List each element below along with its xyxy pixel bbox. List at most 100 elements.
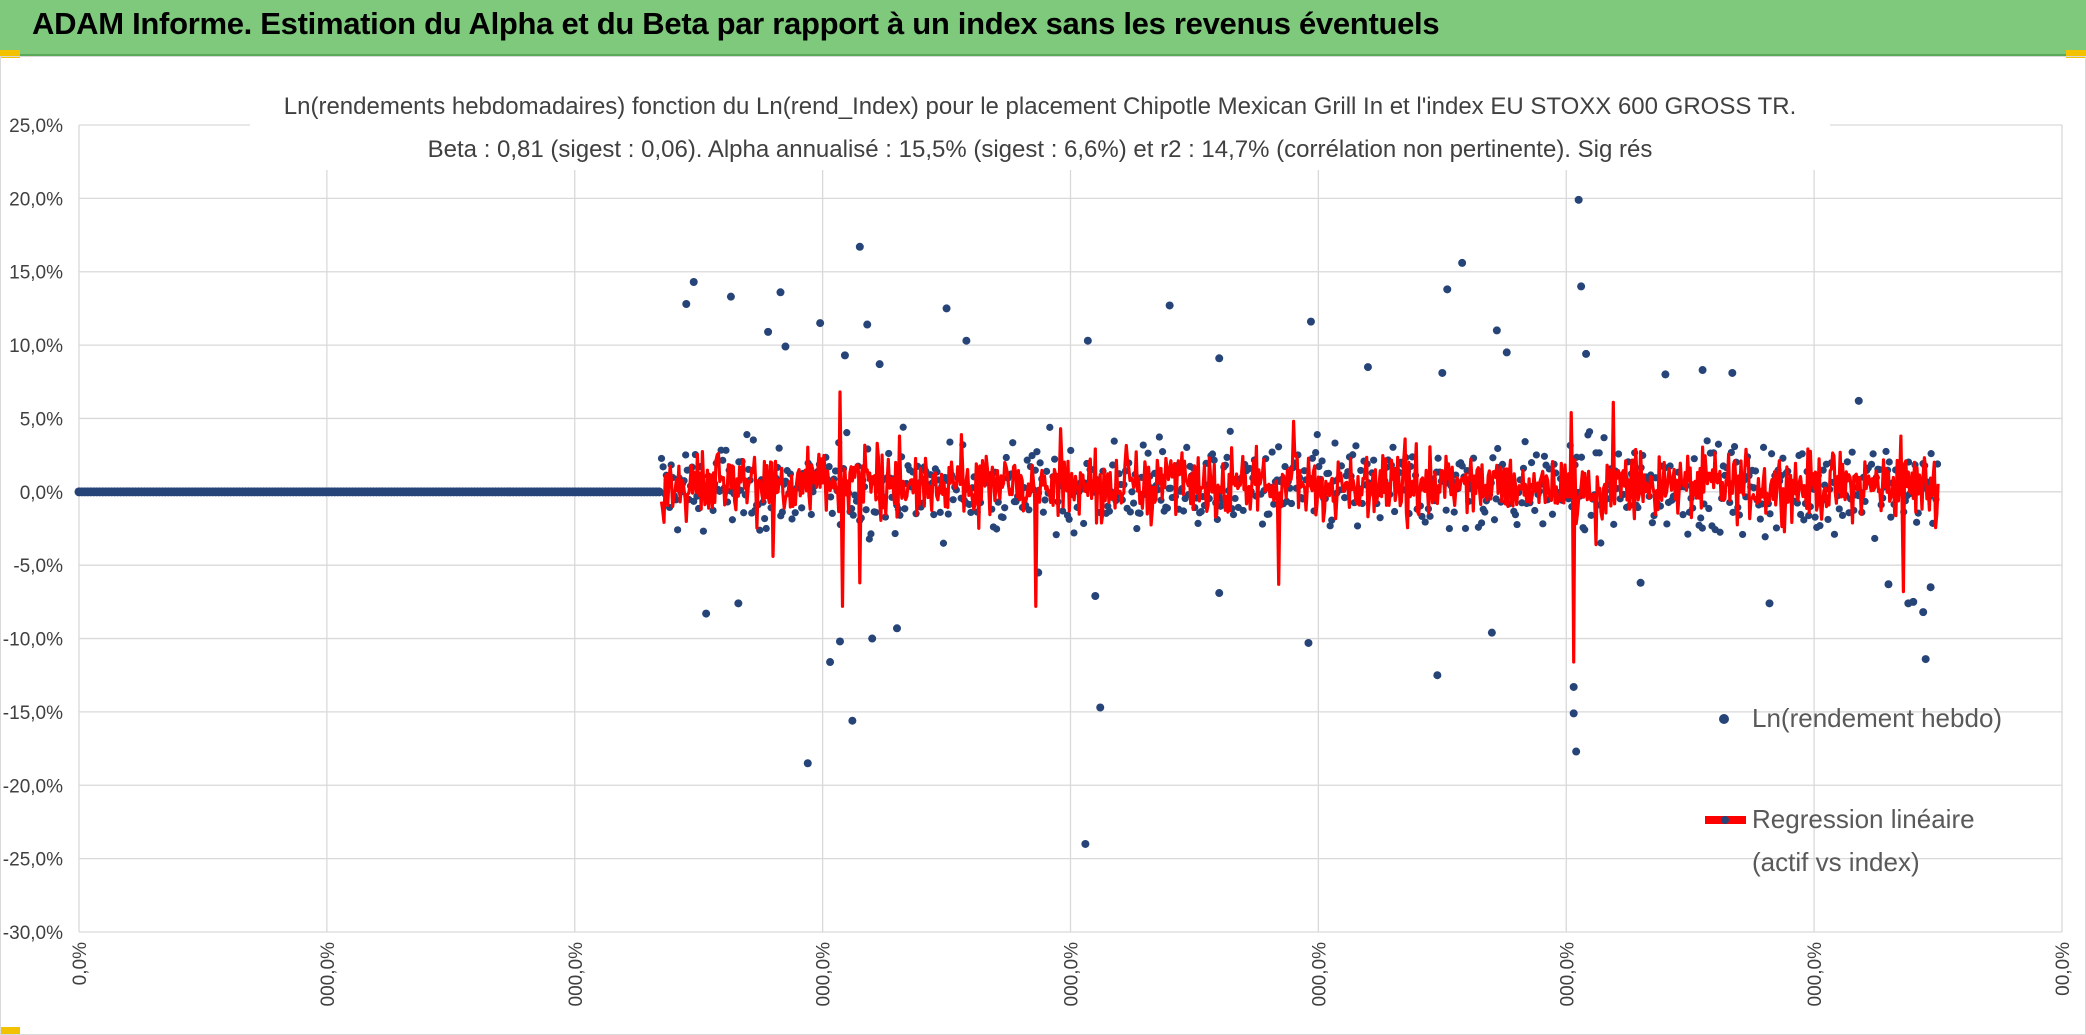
x-axis-ticks: 0,0% 000,0% 000,0% 000,0% 000,0% 000,0% 000,0%… (70, 942, 2074, 1007)
data-point (719, 456, 727, 464)
data-point (875, 360, 884, 369)
data-point (1887, 513, 1895, 521)
data-point (1698, 524, 1706, 532)
data-point (1042, 467, 1051, 475)
data-point (1231, 494, 1239, 503)
data-point (1835, 505, 1843, 513)
y-axis-ticks: 25,0% 20,0% 15,0% 10,0% 5,0% 0,0% -5,0% -10,0% -… (3, 116, 63, 944)
data-point (942, 304, 951, 313)
corner-marker-top-left (0, 50, 20, 58)
data-point (1884, 580, 1893, 589)
data-point (1129, 499, 1138, 507)
data-point (1921, 655, 1930, 664)
data-point (749, 436, 757, 444)
data-point (1376, 514, 1384, 522)
data-point (1730, 442, 1739, 451)
data-point (1577, 282, 1586, 291)
data-point (1318, 457, 1326, 465)
data-point (1065, 515, 1073, 523)
data-point (791, 509, 799, 517)
data-point (1513, 520, 1521, 529)
data-point (1548, 510, 1557, 518)
x-tick-label: 000,0% (1557, 942, 1578, 1007)
data-point (702, 609, 711, 618)
data-point (1274, 443, 1283, 451)
data-point (1487, 628, 1496, 637)
data-point (1610, 520, 1618, 528)
data-point (962, 336, 971, 345)
data-point (1539, 520, 1547, 528)
data-point (993, 525, 1001, 533)
data-point (1445, 524, 1453, 533)
data-point (1648, 519, 1656, 527)
data-point (1300, 467, 1308, 475)
data-point (1083, 336, 1092, 345)
data-point (743, 431, 751, 439)
data-point (1614, 450, 1623, 458)
data-point (1854, 396, 1863, 405)
data-point (1830, 530, 1839, 538)
data-point (1390, 507, 1399, 516)
data-point (1597, 539, 1605, 547)
data-point (798, 504, 806, 512)
data-point (659, 463, 667, 471)
data-point (761, 514, 769, 523)
data-point (1287, 499, 1296, 508)
data-point (775, 444, 783, 452)
y-tick-label: 20,0% (9, 189, 63, 210)
data-point (1739, 530, 1747, 539)
data-point (1363, 363, 1372, 372)
data-point (1324, 469, 1333, 477)
data-point (1268, 448, 1276, 456)
data-point (1582, 349, 1591, 358)
data-point (1144, 449, 1152, 457)
data-point (764, 327, 773, 336)
data-point (778, 508, 786, 516)
data-point (930, 511, 938, 519)
data-point (740, 509, 748, 517)
data-point (1443, 285, 1452, 294)
data-point (1051, 455, 1059, 463)
data-point (1867, 460, 1876, 468)
data-point (807, 510, 815, 519)
data-point (1258, 520, 1267, 528)
data-point (944, 510, 952, 518)
data-point (1751, 467, 1760, 475)
data-point (1216, 502, 1225, 510)
legend-marker-points (1719, 714, 1729, 724)
data-point (776, 288, 785, 297)
data-point (1155, 433, 1163, 441)
data-point (1882, 447, 1890, 456)
data-point (1312, 448, 1320, 457)
data-point (826, 658, 835, 667)
corner-marker-top-right (2066, 50, 2086, 58)
data-point (803, 759, 812, 768)
data-point (1183, 443, 1191, 452)
y-tick-label: -15,0% (3, 703, 63, 724)
y-tick-label: -25,0% (3, 850, 63, 871)
title-background (250, 90, 1830, 170)
data-point (1028, 451, 1036, 460)
data-point (1208, 450, 1217, 458)
data-point (1871, 534, 1879, 543)
data-point (831, 467, 840, 475)
data-point (1128, 488, 1136, 496)
data-point (1728, 368, 1737, 377)
data-point (1421, 518, 1429, 526)
data-point (1569, 682, 1578, 691)
data-point (1215, 589, 1224, 598)
legend-marker-regression-dot (1721, 816, 1729, 824)
data-point (1779, 454, 1787, 462)
data-point (863, 320, 872, 329)
data-point (1281, 462, 1289, 471)
data-point (1766, 510, 1774, 518)
data-point (1442, 506, 1450, 514)
data-point (709, 506, 717, 515)
legend-label-regression-line1: Regression linéaire (1752, 804, 1975, 834)
data-point (1521, 438, 1529, 446)
data-point (1919, 608, 1928, 617)
legend-label-points: Ln(rendement hebdo) (1752, 703, 2002, 733)
data-point (1046, 423, 1054, 431)
data-point (1489, 454, 1497, 462)
data-point (1636, 578, 1645, 587)
